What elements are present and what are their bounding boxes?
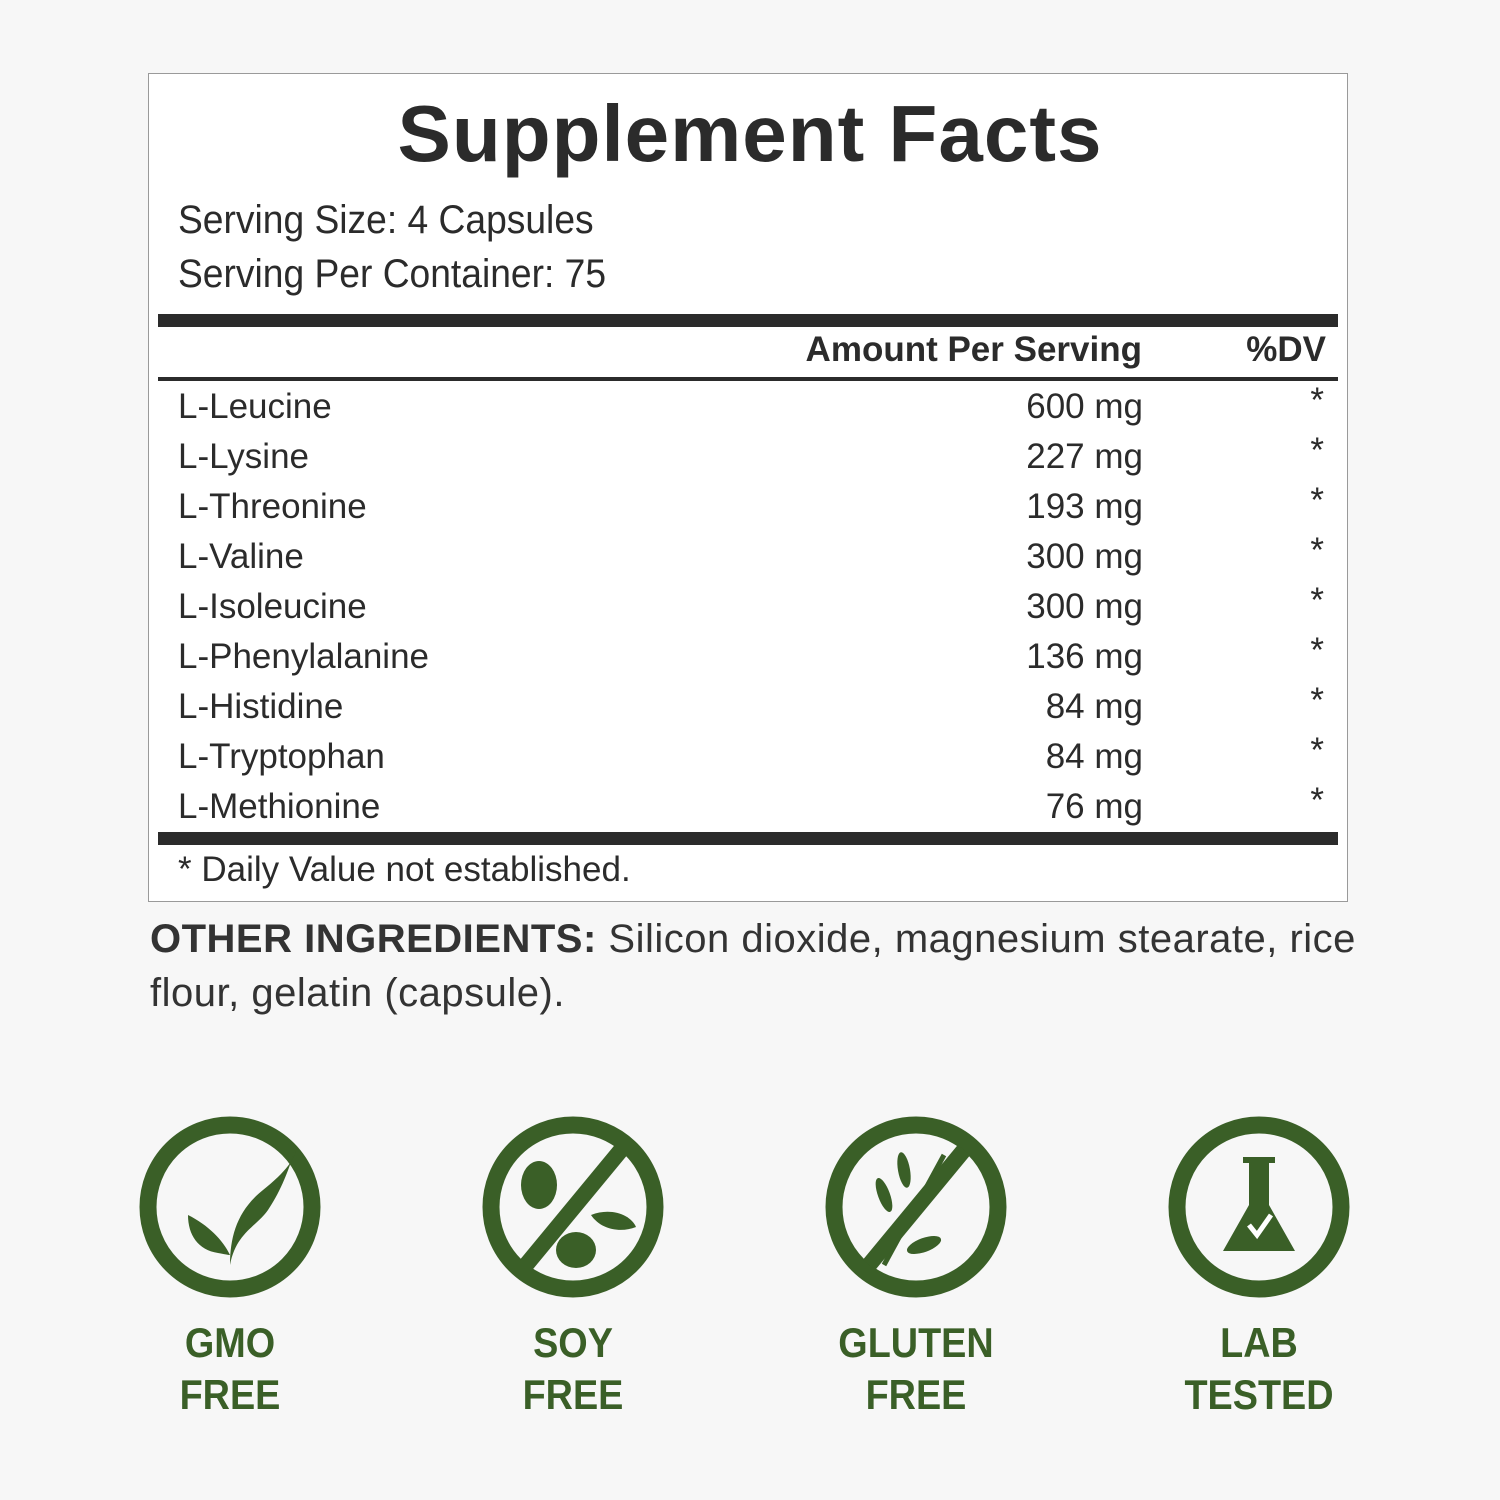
badge-lab-tested: LAB TESTED xyxy=(1159,1115,1359,1421)
badge-line1: SOY xyxy=(533,1319,613,1366)
badge-line2: FREE xyxy=(522,1371,624,1418)
table-row: L-Isoleucine 300 mg * xyxy=(178,581,1328,637)
table-row: L-Valine 300 mg * xyxy=(178,531,1328,587)
leaf-icon xyxy=(139,1116,321,1298)
page-title: Supplement Facts xyxy=(397,89,1103,178)
table-row: L-Phenylalanine 136 mg * xyxy=(178,631,1328,687)
servings-per-container: Serving Per Container: 75 xyxy=(178,252,607,296)
ingredient-name: L-Threonine xyxy=(178,487,367,526)
supplement-facts-panel xyxy=(148,73,1348,902)
table-row: L-Threonine 193 mg * xyxy=(178,481,1328,537)
ingredient-dv: * xyxy=(1310,681,1324,720)
badge-line1: GMO xyxy=(184,1319,276,1366)
dv-header: %DV xyxy=(1246,330,1326,369)
divider-thin xyxy=(158,377,1338,381)
flask-check-icon xyxy=(1168,1116,1350,1298)
ingredient-name: L-Phenylalanine xyxy=(178,637,430,676)
divider-thick xyxy=(158,314,1338,327)
ingredient-amount: 300 mg xyxy=(1026,537,1143,576)
ingredient-name: L-Valine xyxy=(178,537,304,576)
serving-size: Serving Size: 4 Capsules xyxy=(178,198,594,242)
ingredient-amount: 193 mg xyxy=(1026,487,1143,526)
footnote: * Daily Value not established. xyxy=(178,850,631,889)
ingredient-name: L-Isoleucine xyxy=(178,587,367,626)
ingredient-dv: * xyxy=(1310,731,1324,770)
ingredient-amount: 227 mg xyxy=(1026,437,1143,476)
ingredient-dv: * xyxy=(1310,631,1324,670)
other-ingredients-text: Silicon dioxide, magnesium stearate, ric… xyxy=(150,917,1356,1015)
badge-line1: GLUTEN xyxy=(838,1319,994,1366)
ingredient-amount: 84 mg xyxy=(1045,687,1143,726)
badge-line2: FREE xyxy=(179,1371,281,1418)
ingredient-amount: 136 mg xyxy=(1026,637,1143,676)
ingredient-name: L-Histidine xyxy=(178,687,344,726)
ingredient-dv: * xyxy=(1310,781,1324,820)
ingredient-name: L-Leucine xyxy=(178,387,332,426)
table-row: L-Leucine 600 mg * xyxy=(178,381,1328,437)
no-wheat-icon xyxy=(825,1116,1007,1298)
ingredient-amount: 300 mg xyxy=(1026,587,1143,626)
table-row: L-Lysine 227 mg * xyxy=(178,431,1328,487)
amount-header: Amount Per Serving xyxy=(805,330,1142,369)
table-row: L-Methionine 76 mg * xyxy=(178,781,1328,837)
ingredient-amount: 600 mg xyxy=(1026,387,1143,426)
ingredient-name: L-Methionine xyxy=(178,787,381,826)
badge-line2: TESTED xyxy=(1184,1371,1334,1418)
badge-soy-free: SOY FREE xyxy=(473,1115,673,1421)
table-row: L-Histidine 84 mg * xyxy=(178,681,1328,737)
badge-line2: FREE xyxy=(865,1371,967,1418)
ingredient-name: L-Lysine xyxy=(178,437,309,476)
other-ingredients-label: OTHER INGREDIENTS: xyxy=(150,917,597,961)
ingredient-dv: * xyxy=(1310,481,1324,520)
ingredient-amount: 84 mg xyxy=(1045,737,1143,776)
other-ingredients: OTHER INGREDIENTS: Silicon dioxide, magn… xyxy=(150,912,1410,1020)
ingredient-dv: * xyxy=(1310,381,1324,420)
ingredient-amount: 76 mg xyxy=(1045,787,1143,826)
ingredient-dv: * xyxy=(1310,581,1324,620)
ingredient-dv: * xyxy=(1310,431,1324,470)
divider-thick xyxy=(158,832,1338,845)
no-soy-icon xyxy=(482,1116,664,1298)
badge-gmo-free: GMO FREE xyxy=(130,1115,330,1421)
badge-gluten-free: GLUTEN FREE xyxy=(816,1115,1016,1421)
table-row: L-Tryptophan 84 mg * xyxy=(178,731,1328,787)
ingredient-dv: * xyxy=(1310,531,1324,570)
ingredient-name: L-Tryptophan xyxy=(178,737,385,776)
badge-line1: LAB xyxy=(1220,1319,1298,1366)
